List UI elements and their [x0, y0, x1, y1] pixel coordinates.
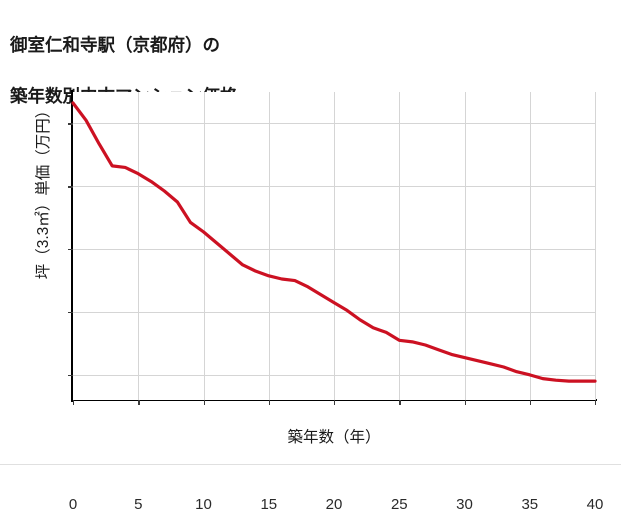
- y-axis-spine: [71, 90, 74, 402]
- x-tick-label: 0: [68, 496, 78, 513]
- x-tick-label: 35: [521, 496, 539, 513]
- chart-page: 御室仁和寺駅（京都府）の 築年数別中古マンション価格 6080100120140…: [0, 35, 621, 513]
- x-axis-label: 築年数（年）: [287, 429, 381, 446]
- y-tick-mark: [68, 312, 73, 314]
- gridline-vertical: [399, 92, 401, 400]
- x-tick-mark: [203, 400, 205, 405]
- x-tick-mark: [399, 400, 401, 405]
- y-tick-mark: [68, 374, 73, 377]
- gridline-vertical: [595, 92, 596, 400]
- x-tick-mark: [268, 400, 271, 405]
- gridline-vertical: [203, 92, 205, 400]
- y-axis-label: 坪（3.3㎡）単価（万円）: [35, 102, 52, 280]
- x-tick-mark: [595, 400, 597, 405]
- x-tick-label: 30: [456, 496, 473, 513]
- gridline-vertical: [529, 92, 531, 400]
- x-tick-label: 25: [390, 496, 408, 513]
- x-tick-label: 10: [195, 496, 212, 513]
- x-tick-label: 5: [134, 496, 143, 513]
- x-tick-mark: [73, 400, 75, 405]
- gridline-vertical: [138, 92, 140, 400]
- y-tick-mark: [68, 123, 73, 125]
- x-tick-label: 40: [586, 496, 604, 513]
- y-tick-mark: [68, 249, 73, 251]
- gridline-vertical: [334, 92, 335, 400]
- x-tick-mark: [529, 400, 532, 405]
- price-series-line: [71, 101, 597, 383]
- x-tick-mark: [138, 400, 140, 405]
- gridline-vertical: [464, 92, 466, 400]
- x-tick-mark: [464, 400, 466, 405]
- x-tick-mark: [334, 400, 336, 405]
- gridline-vertical: [268, 92, 270, 400]
- y-tick-mark: [68, 186, 73, 188]
- x-tick-label: 20: [325, 496, 343, 513]
- chart-title-line-1: 御室仁和寺駅（京都府）の: [10, 35, 220, 56]
- x-tick-label: 15: [260, 496, 278, 513]
